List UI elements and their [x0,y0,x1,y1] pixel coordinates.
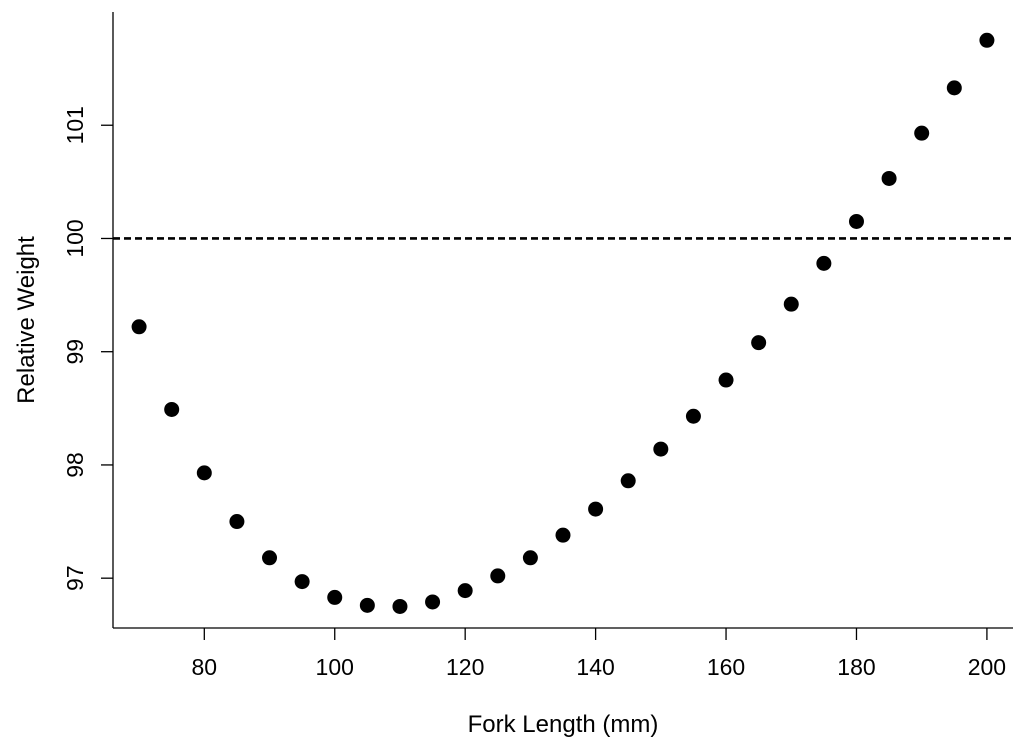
data-points [131,32,995,614]
y-axis-title: Relative Weight [13,236,40,404]
data-point [816,255,832,271]
y-tick-label: 97 [62,565,88,591]
data-point [229,514,245,530]
x-axis-ticks: 80 100 120 140 160 180 200 [192,628,1006,680]
y-tick-label: 99 [62,339,88,365]
data-point [490,568,506,584]
x-tick-label: 140 [576,654,614,680]
data-point [685,408,701,424]
data-point [359,597,375,613]
data-point [783,296,799,312]
data-point [718,372,734,388]
y-tick-label: 101 [62,106,88,144]
data-point [653,441,669,457]
x-tick-label: 160 [707,654,745,680]
data-point [262,550,278,566]
data-point [457,583,473,599]
data-point [392,598,408,614]
data-point [979,32,995,48]
data-point [522,550,538,566]
data-point [164,401,180,417]
x-tick-label: 200 [968,654,1006,680]
data-point [131,319,147,335]
x-axis-title: Fork Length (mm) [468,711,659,738]
data-point [946,80,962,96]
data-point [425,594,441,610]
data-point [914,125,930,141]
x-tick-label: 120 [446,654,484,680]
data-point [555,527,571,543]
x-tick-label: 100 [316,654,354,680]
data-point [751,335,767,351]
data-point [588,501,604,517]
y-axis-ticks: 97 98 99 100 101 [62,106,113,591]
x-tick-label: 80 [192,654,218,680]
x-tick-label: 180 [837,654,875,680]
y-tick-label: 100 [62,219,88,257]
data-point [327,589,343,605]
data-point [620,473,636,489]
data-point [848,213,864,229]
data-point [294,574,310,590]
data-point [881,170,897,186]
y-tick-label: 98 [62,452,88,478]
data-point [196,465,212,481]
